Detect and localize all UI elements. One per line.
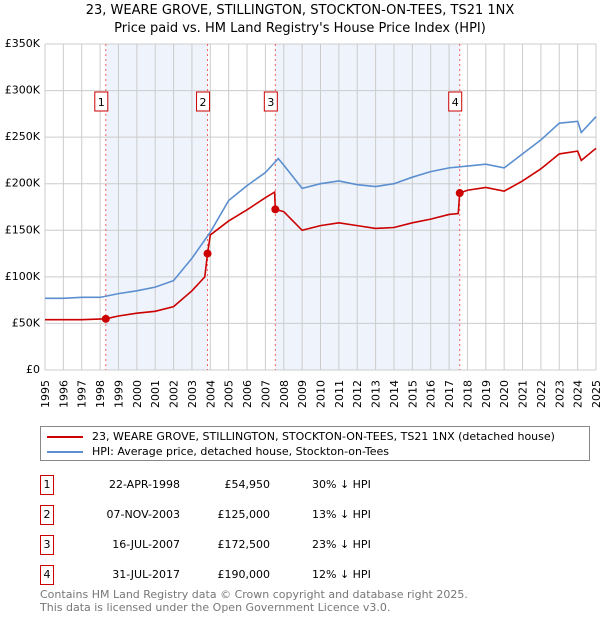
- legend: 23, WEARE GROVE, STILLINGTON, STOCKTON-O…: [40, 426, 590, 461]
- sale-label: 2: [200, 96, 207, 109]
- x-tick-label: 2002: [168, 380, 181, 408]
- sale-point: [101, 314, 110, 323]
- x-tick-label: 2003: [186, 380, 199, 408]
- x-tick-label: 1998: [94, 380, 107, 408]
- x-tick-label: 2014: [388, 380, 401, 408]
- sale-date: 16-JUL-2007: [112, 538, 180, 551]
- y-tick-label: £50K: [12, 316, 41, 329]
- sale-row: 1 22-APR-1998 £54,950 30% ↓ HPI: [40, 475, 440, 495]
- footer: Contains HM Land Registry data © Crown c…: [40, 588, 468, 614]
- x-tick-label: 2001: [149, 380, 162, 408]
- title-line-2: Price paid vs. HM Land Registry's House …: [114, 21, 486, 36]
- x-tick-label: 2005: [223, 380, 236, 408]
- x-tick-label: 2006: [241, 380, 254, 408]
- sale-point: [455, 189, 464, 198]
- x-tick-label: 2020: [498, 380, 511, 408]
- x-tick-label: 2011: [333, 380, 346, 408]
- sale-hpi-diff: 13% ↓ HPI: [312, 508, 371, 521]
- x-tick-label: 2015: [406, 380, 419, 408]
- sale-point: [203, 249, 212, 258]
- legend-label-property: 23, WEARE GROVE, STILLINGTON, STOCKTON-O…: [92, 430, 555, 443]
- sale-label: 1: [98, 96, 105, 109]
- sale-number: 4: [40, 565, 54, 585]
- y-tick-label: £100K: [5, 270, 41, 283]
- sale-hpi-diff: 12% ↓ HPI: [312, 568, 371, 581]
- sale-row: 3 16-JUL-2007 £172,500 23% ↓ HPI: [40, 535, 440, 555]
- x-tick-label: 1996: [57, 380, 70, 408]
- shaded-period: [275, 44, 460, 370]
- sale-label: 4: [452, 96, 459, 109]
- x-tick-label: 2016: [425, 380, 438, 408]
- hpi-line-swatch: [47, 450, 83, 453]
- sale-label: 3: [267, 96, 274, 109]
- x-tick-label: 1999: [112, 380, 125, 408]
- sale-row: 4 31-JUL-2017 £190,000 12% ↓ HPI: [40, 565, 440, 585]
- y-tick-label: £350K: [5, 37, 41, 50]
- sale-date: 07-NOV-2003: [106, 508, 180, 521]
- property-price-line: [45, 147, 597, 321]
- sale-label-box: [448, 91, 463, 112]
- y-tick-label: £0: [26, 363, 40, 376]
- x-tick-label: 2021: [517, 380, 530, 408]
- x-tick-label: 1997: [76, 380, 89, 408]
- footer-line-1: Contains HM Land Registry data © Crown c…: [40, 588, 468, 601]
- x-tick-label: 2023: [553, 380, 566, 408]
- sale-price: £190,000: [217, 568, 271, 581]
- x-tick-label: 2025: [590, 380, 600, 408]
- title-line-1: 23, WEARE GROVE, STILLINGTON, STOCKTON-O…: [85, 3, 515, 18]
- x-tick-label: 2009: [296, 380, 309, 408]
- sale-hpi-diff: 23% ↓ HPI: [312, 538, 371, 551]
- sale-label-box: [263, 91, 278, 112]
- sale-number: 3: [40, 535, 54, 555]
- x-tick-label: 1995: [39, 380, 52, 408]
- chart-title: 23, WEARE GROVE, STILLINGTON, STOCKTON-O…: [0, 2, 600, 38]
- sale-price: £172,500: [217, 538, 271, 551]
- x-tick-label: 2017: [443, 380, 456, 408]
- y-tick-label: £300K: [5, 84, 41, 97]
- x-tick-label: 2024: [572, 380, 585, 408]
- sale-date: 31-JUL-2017: [112, 568, 180, 581]
- sale-label-box: [196, 91, 211, 112]
- sale-price: £125,000: [217, 508, 271, 521]
- sale-hpi-diff: 30% ↓ HPI: [312, 478, 371, 491]
- sale-row: 2 07-NOV-2003 £125,000 13% ↓ HPI: [40, 505, 440, 525]
- property-line-swatch: [47, 435, 83, 438]
- sale-date: 22-APR-1998: [108, 478, 180, 491]
- x-tick-label: 2013: [370, 380, 383, 408]
- x-tick-label: 2019: [480, 380, 493, 408]
- sale-label-box: [94, 91, 109, 112]
- x-tick-label: 2010: [315, 380, 328, 408]
- legend-item-hpi: HPI: Average price, detached house, Stoc…: [47, 445, 389, 458]
- x-tick-label: 2012: [351, 380, 364, 408]
- legend-label-hpi: HPI: Average price, detached house, Stoc…: [92, 445, 390, 458]
- legend-item-property: 23, WEARE GROVE, STILLINGTON, STOCKTON-O…: [47, 430, 555, 443]
- sale-number: 1: [40, 475, 54, 495]
- x-tick-label: 2022: [535, 380, 548, 408]
- x-tick-label: 2007: [259, 380, 272, 408]
- x-tick-label: 2008: [278, 380, 291, 408]
- sale-price: £54,950: [224, 478, 271, 491]
- x-tick-label: 2000: [131, 380, 144, 408]
- sale-number: 2: [40, 505, 54, 525]
- hpi-line: [45, 116, 597, 300]
- price-chart: 1995 1996 1997 1998 1999 2000 2001 2002 2003 2004…: [5, 37, 600, 408]
- y-tick-label: £200K: [5, 177, 41, 190]
- sale-point: [271, 205, 280, 214]
- x-tick-label: 2018: [461, 380, 474, 408]
- y-tick-label: £150K: [5, 223, 41, 236]
- y-tick-label: £250K: [5, 130, 41, 143]
- x-tick-label: 2004: [204, 380, 217, 408]
- footer-line-2: This data is licensed under the Open Gov…: [40, 601, 391, 614]
